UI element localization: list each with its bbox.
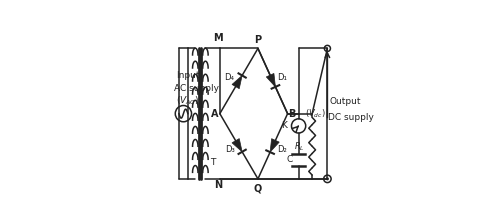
Polygon shape	[232, 139, 242, 152]
Text: N: N	[214, 180, 222, 190]
Text: D₁: D₁	[277, 73, 287, 82]
Text: DC supply: DC supply	[328, 112, 374, 121]
Text: D₃: D₃	[224, 145, 234, 154]
Text: C: C	[286, 155, 292, 164]
Text: D₄: D₄	[224, 73, 234, 82]
Text: B: B	[288, 109, 295, 119]
Text: $(V_{AC})$: $(V_{AC})$	[176, 94, 199, 107]
Text: $R_L$: $R_L$	[294, 140, 305, 152]
Text: D₂: D₂	[277, 145, 287, 154]
Text: A: A	[212, 109, 219, 119]
Polygon shape	[270, 139, 279, 152]
Polygon shape	[266, 73, 276, 87]
Text: Q: Q	[254, 184, 262, 194]
Text: P: P	[254, 35, 262, 45]
Polygon shape	[232, 75, 242, 89]
Text: Output: Output	[330, 97, 362, 106]
Text: M: M	[213, 33, 222, 43]
Text: $(V_{dc})$: $(V_{dc})$	[305, 107, 326, 120]
Text: AC supply: AC supply	[174, 84, 219, 93]
Text: T: T	[210, 158, 215, 167]
Text: Input: Input	[176, 71, 200, 80]
Text: K: K	[282, 121, 288, 130]
Circle shape	[326, 177, 329, 180]
